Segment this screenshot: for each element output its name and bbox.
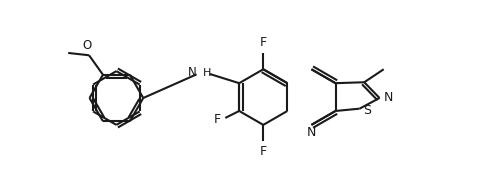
Text: N: N bbox=[188, 66, 197, 80]
Text: O: O bbox=[83, 39, 92, 53]
Text: F: F bbox=[260, 145, 267, 158]
Text: F: F bbox=[213, 113, 221, 126]
Text: H: H bbox=[203, 68, 212, 78]
Text: N: N bbox=[307, 126, 316, 139]
Text: S: S bbox=[363, 104, 371, 117]
Text: N: N bbox=[384, 92, 394, 104]
Text: F: F bbox=[260, 36, 267, 49]
